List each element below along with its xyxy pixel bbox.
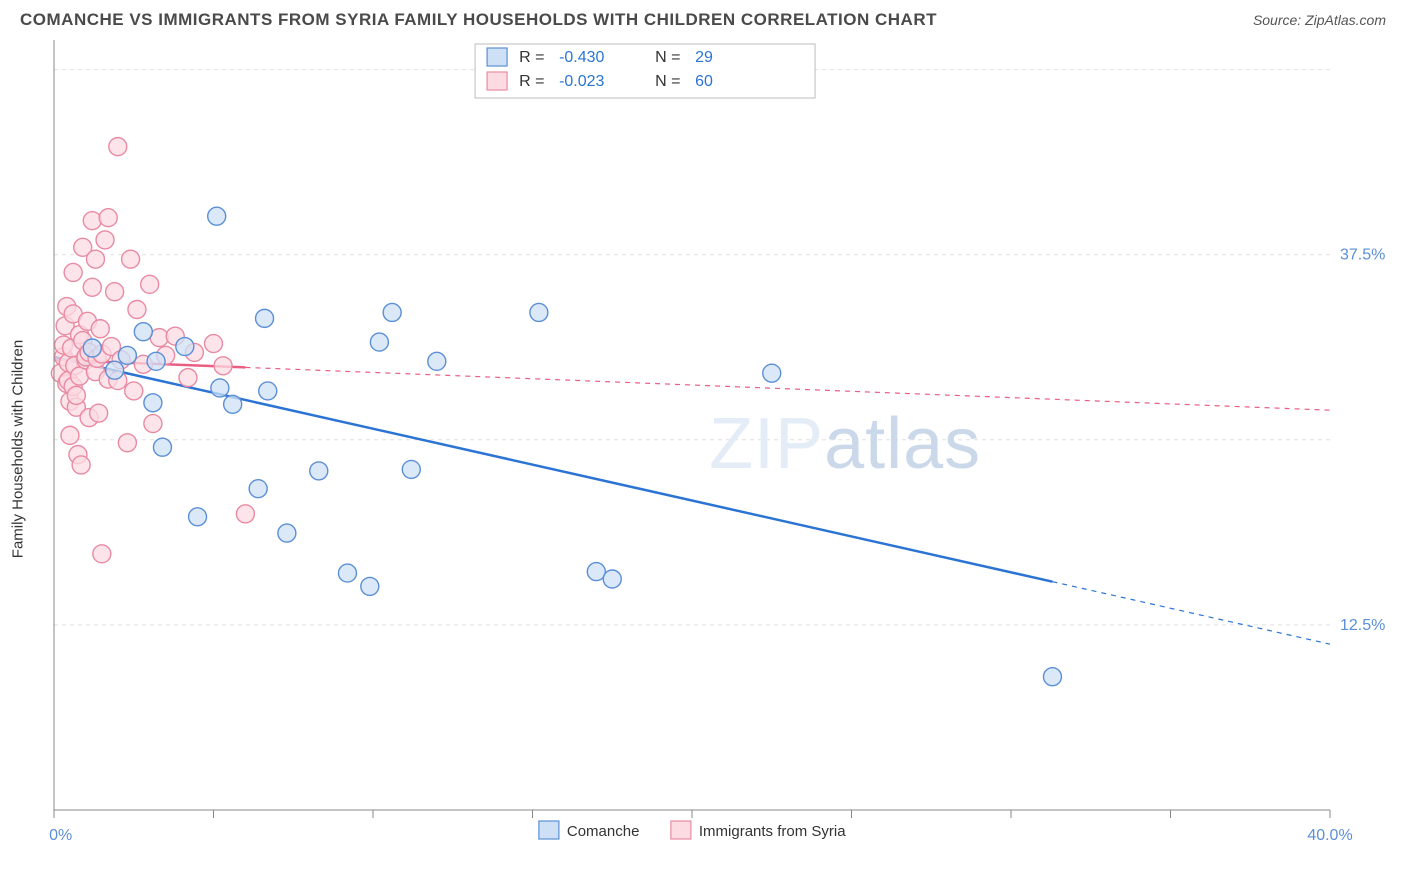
data-point [147,352,165,370]
legend-swatch [487,72,507,90]
data-point [214,357,232,375]
data-point [256,309,274,327]
data-point [106,361,124,379]
data-point [310,462,328,480]
legend-label: Immigrants from Syria [699,823,846,840]
data-point [249,480,267,498]
data-point [86,250,104,268]
data-point [361,577,379,595]
legend-n-value: 60 [695,73,713,90]
data-point [134,323,152,341]
data-point [402,460,420,478]
data-point [67,386,85,404]
data-point [763,364,781,382]
data-point [141,275,159,293]
data-point [118,346,136,364]
data-point [96,231,114,249]
data-point [428,352,446,370]
y-tick-label: 37.5% [1340,247,1385,264]
legend-label: Comanche [567,823,640,840]
y-axis-label: Family Households with Children [10,340,27,558]
legend-swatch [671,821,691,839]
watermark: ZIPatlas [709,404,981,484]
x-tick-label: 40.0% [1307,827,1352,844]
data-point [338,564,356,582]
data-point [83,212,101,230]
y-tick-label: 12.5% [1340,617,1385,634]
chart-title: COMANCHE VS IMMIGRANTS FROM SYRIA FAMILY… [20,10,937,30]
legend-r-value: -0.023 [559,73,604,90]
data-point [106,283,124,301]
x-tick-label: 0.0% [48,827,72,844]
data-point [99,209,117,227]
data-point [211,379,229,397]
data-point [125,382,143,400]
data-point [109,138,127,156]
legend-r-label: R = [519,73,544,90]
data-point [83,339,101,357]
data-point [72,456,90,474]
data-point [71,367,89,385]
data-point [90,404,108,422]
chart-area: Family Households with Children ZIPatlas… [48,34,1386,864]
source-value: ZipAtlas.com [1305,12,1386,28]
data-point [176,338,194,356]
data-point [1043,668,1061,686]
legend-swatch [539,821,559,839]
data-point [587,563,605,581]
title-bar: COMANCHE VS IMMIGRANTS FROM SYRIA FAMILY… [0,0,1406,34]
data-point [205,335,223,353]
legend-r-label: R = [519,49,544,66]
data-point [224,395,242,413]
data-point [91,320,109,338]
data-point [383,303,401,321]
data-point [118,434,136,452]
legend-n-label: N = [655,73,680,90]
data-point [189,508,207,526]
scatter-chart: ZIPatlas 0.0% 40.0% 12.5% 37.5% R = -0.430 N = 2… [48,34,1386,864]
data-point [278,524,296,542]
data-point [236,505,254,523]
legend-n-value: 29 [695,49,713,66]
legend-swatch [487,48,507,66]
data-point [530,303,548,321]
data-point [370,333,388,351]
data-point [128,301,146,319]
data-point [93,545,111,563]
data-point [122,250,140,268]
legend-r-value: -0.430 [559,49,604,66]
data-point [603,570,621,588]
data-point [144,415,162,433]
data-point [208,207,226,225]
legend-n-label: N = [655,49,680,66]
trendline-blue-extrap [1052,582,1330,644]
data-point [179,369,197,387]
source-label: Source: [1253,12,1305,28]
source-credit: Source: ZipAtlas.com [1253,12,1386,28]
data-point [259,382,277,400]
data-point [144,394,162,412]
data-point [83,278,101,296]
data-point [64,263,82,281]
data-point [61,426,79,444]
data-point [153,438,171,456]
